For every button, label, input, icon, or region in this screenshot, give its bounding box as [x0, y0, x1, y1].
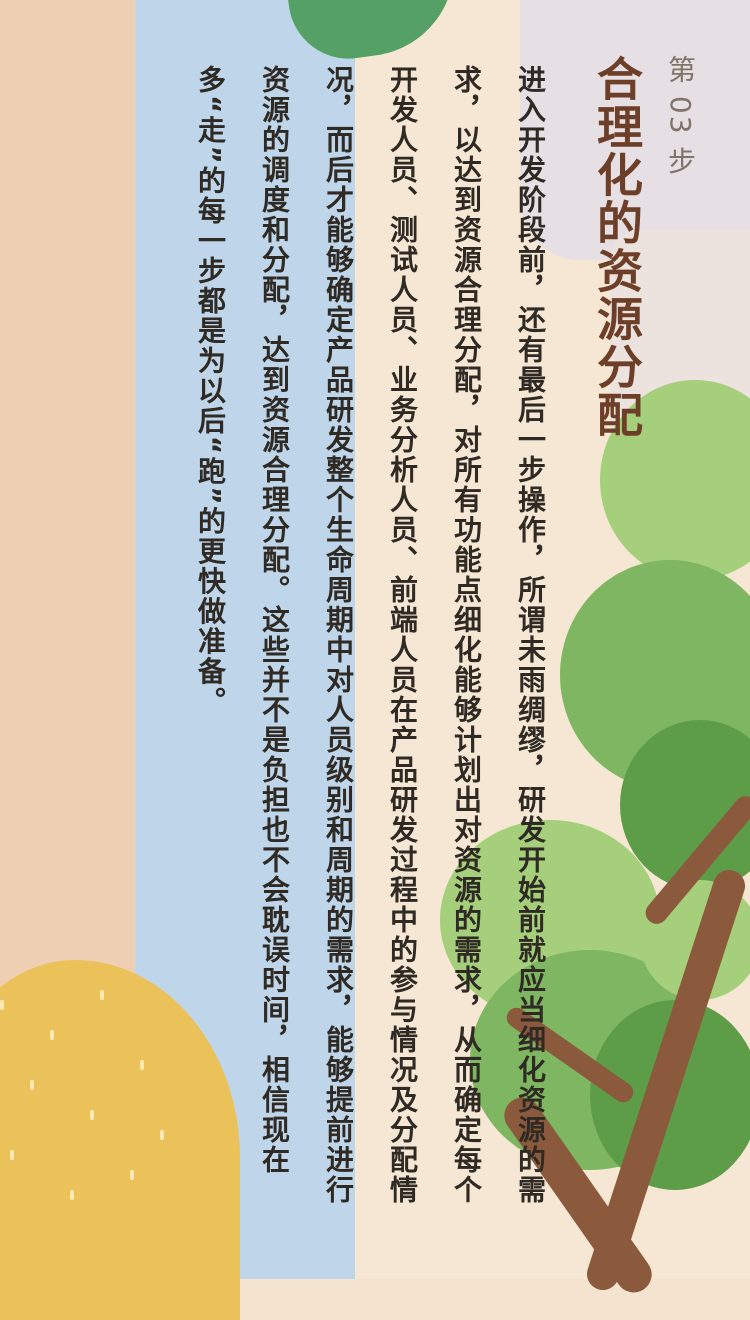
page-title: 合理化的资源分配: [590, 55, 644, 439]
tree-foliage: [600, 380, 750, 580]
cloud-shape: [520, 0, 750, 260]
vertical-text-block: 第 03 步 合理化的资源分配 进入开发阶段前，还有最后一步操作，所谓未雨绸缪，…: [90, 55, 700, 1215]
body-paragraph: 进入开发阶段前，还有最后一步操作，所谓未雨绸缪，研发开始前就应当细化资源的需求，…: [194, 65, 547, 1205]
step-label: 第 03 步: [664, 55, 697, 177]
